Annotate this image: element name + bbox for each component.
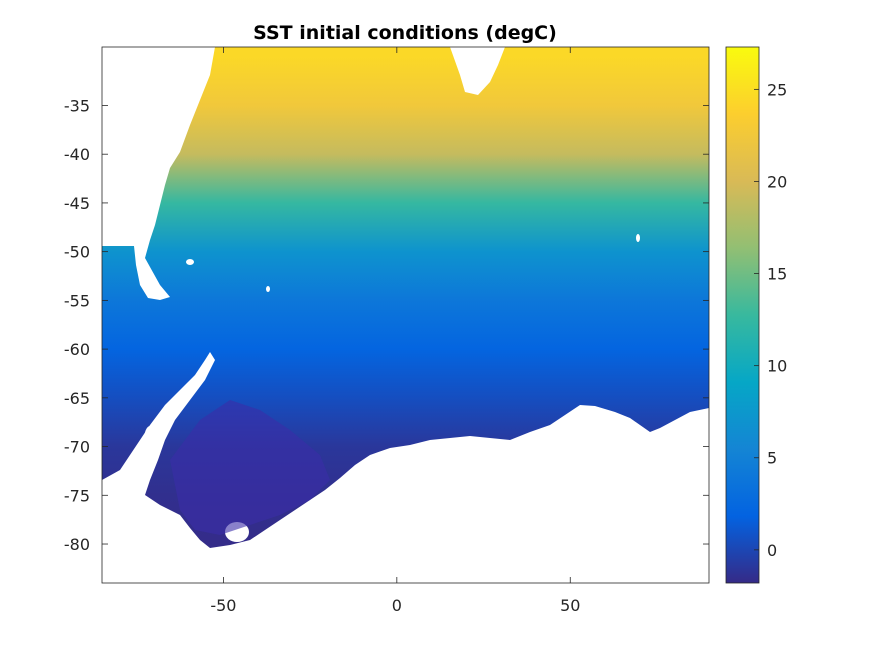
land-mask [102, 47, 709, 583]
weddell-sea-deep [170, 400, 330, 535]
y-axis: -35 -40 -45 -50 -55 -60 -65 -70 -75 -80 [64, 96, 709, 554]
y-tick-label: -55 [64, 291, 90, 310]
colorbar-frame [725, 46, 760, 584]
island [144, 426, 156, 454]
y-tick-label: -75 [64, 486, 90, 505]
colorbar [726, 47, 759, 583]
colorbar-tick-label: 15 [767, 265, 787, 284]
y-tick-label: -40 [64, 145, 90, 164]
island [186, 259, 194, 265]
colorbar-tick-label: 5 [767, 449, 777, 468]
y-tick-label: -45 [64, 194, 90, 213]
y-tick-label: -35 [64, 96, 90, 115]
africa-landmass [450, 47, 505, 95]
y-tick-label: -70 [64, 438, 90, 457]
colorbar-tick-label: 25 [767, 80, 787, 99]
y-tick-label: -50 [64, 243, 90, 262]
colorbar-tick-label: 0 [767, 541, 777, 560]
y-tick-label: -65 [64, 389, 90, 408]
island [636, 234, 640, 242]
y-tick-label: -60 [64, 340, 90, 359]
antarctica-landmass [102, 352, 709, 583]
x-tick-label: 50 [560, 596, 580, 615]
ronne-ice-shelf [102, 520, 190, 583]
x-tick-label: -50 [210, 596, 236, 615]
island [266, 286, 270, 292]
x-axis: -50 0 50 [210, 47, 580, 615]
south-america-landmass [102, 47, 215, 300]
y-tick-label: -80 [64, 535, 90, 554]
plot-area [102, 47, 709, 583]
axes-box [101, 46, 710, 584]
chart-title: SST initial conditions (degC) [253, 22, 557, 44]
colorbar-axis: 0 5 10 15 20 25 [754, 80, 787, 560]
colorbar-tick-label: 20 [767, 172, 787, 191]
x-tick-label: 0 [392, 596, 402, 615]
colorbar-tick-label: 10 [767, 357, 787, 376]
